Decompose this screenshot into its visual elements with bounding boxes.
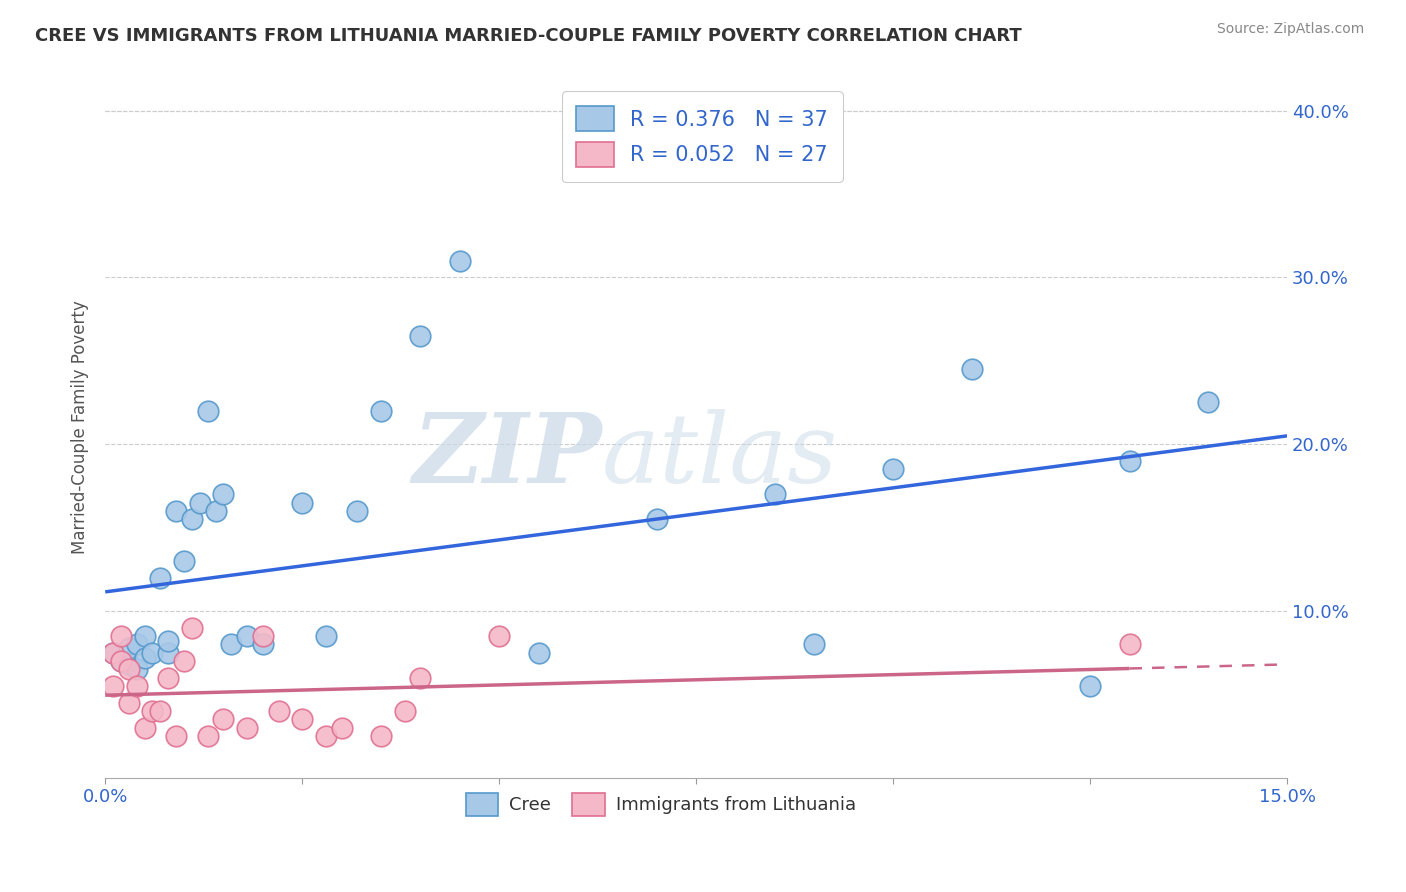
Point <box>125 662 148 676</box>
Point <box>315 629 337 643</box>
Point <box>315 729 337 743</box>
Point <box>394 704 416 718</box>
Point <box>110 654 132 668</box>
Point <box>212 712 235 726</box>
Y-axis label: Married-Couple Family Poverty: Married-Couple Family Poverty <box>72 301 89 554</box>
Point <box>370 404 392 418</box>
Point <box>134 629 156 643</box>
Point <box>236 629 259 643</box>
Point <box>197 729 219 743</box>
Point <box>110 654 132 668</box>
Point <box>173 654 195 668</box>
Point <box>118 662 141 676</box>
Point <box>370 729 392 743</box>
Point <box>330 721 353 735</box>
Point <box>110 629 132 643</box>
Point <box>197 404 219 418</box>
Point <box>141 704 163 718</box>
Point <box>118 657 141 672</box>
Point <box>803 637 825 651</box>
Point <box>118 696 141 710</box>
Point <box>101 646 124 660</box>
Point <box>212 487 235 501</box>
Point <box>180 512 202 526</box>
Legend: Cree, Immigrants from Lithuania: Cree, Immigrants from Lithuania <box>457 784 865 824</box>
Point <box>236 721 259 735</box>
Point <box>165 729 187 743</box>
Point <box>188 495 211 509</box>
Point <box>1078 679 1101 693</box>
Point <box>101 646 124 660</box>
Text: ZIP: ZIP <box>412 409 602 502</box>
Point <box>157 646 180 660</box>
Point <box>1197 395 1219 409</box>
Point <box>960 362 983 376</box>
Point <box>157 633 180 648</box>
Text: Source: ZipAtlas.com: Source: ZipAtlas.com <box>1216 22 1364 37</box>
Point <box>180 621 202 635</box>
Point <box>763 487 786 501</box>
Point <box>118 640 141 655</box>
Point <box>165 504 187 518</box>
Point <box>346 504 368 518</box>
Point <box>527 646 550 660</box>
Point <box>125 679 148 693</box>
Point <box>449 253 471 268</box>
Text: CREE VS IMMIGRANTS FROM LITHUANIA MARRIED-COUPLE FAMILY POVERTY CORRELATION CHAR: CREE VS IMMIGRANTS FROM LITHUANIA MARRIE… <box>35 27 1022 45</box>
Point <box>409 328 432 343</box>
Point <box>252 629 274 643</box>
Point <box>267 704 290 718</box>
Point <box>1118 454 1140 468</box>
Point <box>219 637 242 651</box>
Point <box>125 637 148 651</box>
Point <box>134 721 156 735</box>
Point <box>149 570 172 584</box>
Point <box>149 704 172 718</box>
Point <box>157 671 180 685</box>
Point <box>141 646 163 660</box>
Point <box>882 462 904 476</box>
Point <box>1118 637 1140 651</box>
Point <box>204 504 226 518</box>
Point <box>645 512 668 526</box>
Text: atlas: atlas <box>602 409 838 502</box>
Point <box>101 679 124 693</box>
Point <box>291 712 314 726</box>
Point <box>173 554 195 568</box>
Point <box>488 629 510 643</box>
Point <box>134 650 156 665</box>
Point <box>409 671 432 685</box>
Point <box>291 495 314 509</box>
Point <box>252 637 274 651</box>
